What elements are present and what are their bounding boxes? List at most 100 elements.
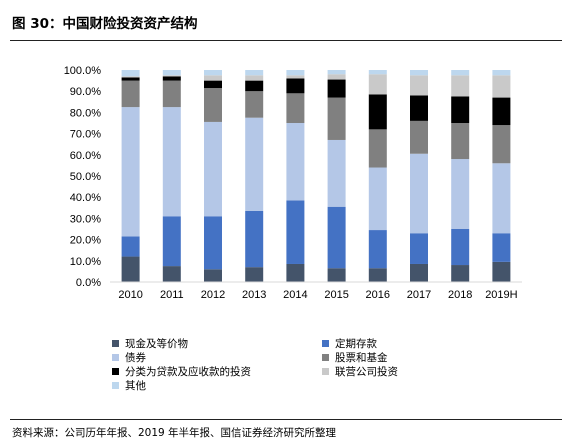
bottom-rule [10,419,562,420]
bar-segment-2015-s1 [327,206,346,269]
bar-segment-2019H-s6 [492,70,511,76]
bar-segment-2012-s5 [204,75,222,81]
bar-segment-2015-s3 [327,97,346,140]
x-tick-label: 2016 [366,289,390,301]
y-tick-label: 50.0% [70,171,101,183]
legend-label: 定期存款 [335,338,377,350]
top-rule [10,40,562,41]
bar-segment-2016-s3 [368,129,387,168]
bar-segment-2017-s0 [410,263,428,282]
bar-segment-2019H-s5 [492,75,511,98]
bar-segment-2013-s6 [245,70,264,76]
bar-segment-2016-s0 [368,268,387,282]
bar-segment-2019H-s4 [492,97,511,126]
bar-segment-2016-s1 [368,230,387,269]
legend-item: 联营公司投资 [322,364,398,379]
bar-segment-2014-s6 [286,70,305,76]
x-tick-label: 2017 [407,289,431,301]
bar-segment-2015-s5 [327,74,346,80]
bar-segment-2013-s2 [245,117,264,211]
bar-segment-2010-s0 [121,256,140,282]
figure-title: 图 30：中国财险投资资产结构 [12,16,198,32]
legend-swatch [322,368,329,375]
y-tick-label: 10.0% [70,256,101,268]
bar-segment-2010-s6 [121,70,140,77]
bar-segment-2017-s3 [410,120,428,154]
legend-label: 其他 [125,380,146,392]
bar-segment-2017-s4 [410,95,428,121]
bar-segment-2016-s4 [368,94,387,130]
y-tick-label: 70.0% [70,129,101,141]
x-tick-label: 2013 [242,289,266,301]
bar-segment-2010-s4 [121,77,140,81]
bar-segment-2015-s0 [327,268,346,282]
y-tick-label: 30.0% [70,213,101,225]
legend-swatch [112,340,119,347]
bar-segment-2011-s4 [162,76,181,81]
legend-swatch [112,382,119,389]
bar-segment-2014-s5 [286,75,305,79]
y-tick-label: 0.0% [76,277,101,289]
bar-segment-2015-s2 [327,139,346,207]
bar-segment-2011-s5 [162,75,181,77]
bar-segment-2011-s3 [162,80,181,108]
bar-segment-2018-s5 [451,75,470,97]
bar-segment-2015-s6 [327,70,346,75]
bar-segment-2012-s2 [204,121,222,217]
legend-swatch [322,354,329,361]
legend-swatch [112,368,119,375]
bar-segment-2013-s1 [245,210,264,268]
y-tick-label: 90.0% [70,86,101,98]
bar-segment-2014-s2 [286,123,305,201]
bar-segment-2018-s1 [451,229,470,266]
x-tick-label: 2015 [324,289,348,301]
bar-segment-2013-s3 [245,91,264,118]
bar-segment-2013-s4 [245,80,264,92]
bar-segment-2018-s0 [451,265,470,282]
legend-label: 分类为贷款及应收款的投资 [125,366,251,378]
bar-segment-2014-s4 [286,78,305,94]
x-tick-label: 2019H [485,289,517,301]
bar-segment-2017-s2 [410,153,428,234]
bar-segment-2012-s3 [204,88,222,122]
bar-segment-2019H-s1 [492,233,511,262]
bar-segment-2019H-s0 [492,261,511,282]
y-tick-label: 40.0% [70,192,101,204]
stacked-bar-chart: 0.0% 10.0% 20.0% 30.0% 40.0% 50.0% 60.0% 70.0% 8… [64,65,522,301]
legend-item: 定期存款 [322,336,377,351]
legend-item: 其他 [112,378,146,393]
bar-segment-2010-s2 [121,107,140,237]
y-tick-label: 20.0% [70,235,101,247]
bar-segment-2014-s1 [286,200,305,264]
bar-segment-2012-s6 [204,70,222,76]
y-tick-label: 60.0% [70,150,101,162]
legend-item: 分类为贷款及应收款的投资 [112,364,251,379]
bar-segment-2010-s5 [121,76,140,78]
legend-item: 现金及等价物 [112,336,188,351]
x-tick-label: 2014 [283,289,307,301]
y-tick-label: 100.0% [64,65,102,77]
bar-segment-2017-s1 [410,233,428,264]
legend-label: 股票和基金 [335,352,388,364]
bar-segment-2018-s3 [451,123,470,160]
bar-segment-2019H-s3 [492,125,511,164]
bar-segment-2013-s5 [245,75,264,81]
bar-segment-2011-s2 [162,107,181,217]
x-tick-label: 2018 [448,289,472,301]
legend-label: 债券 [125,352,146,364]
bar-segment-2012-s0 [204,269,222,282]
legend-swatch [322,340,329,347]
bar-segment-2012-s1 [204,216,222,270]
bar-segment-2014-s0 [286,263,305,282]
bar-segment-2018-s2 [451,159,470,229]
bar-segment-2011-s1 [162,216,181,267]
bar-segment-2011-s6 [162,70,181,76]
bar-segment-2019H-s2 [492,163,511,234]
bar-segment-2016-s2 [368,167,387,231]
y-tick-label: 80.0% [70,107,101,119]
bar-segment-2011-s0 [162,266,181,282]
bar-segment-2016-s5 [368,74,387,95]
bar-segment-2018-s6 [451,70,470,76]
bar-segment-2016-s6 [368,70,387,75]
bar-segment-2015-s4 [327,79,346,98]
